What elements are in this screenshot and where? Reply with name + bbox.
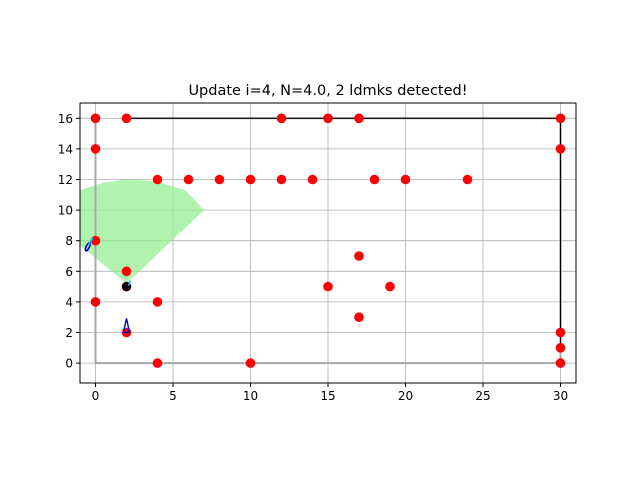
landmark-point [354,251,364,261]
landmark-point [152,174,163,185]
landmark-point [354,312,364,323]
x-tick-label: 10 [243,389,258,403]
landmark-point [307,174,318,185]
landmark-point [90,113,101,124]
sensor-fov-area [80,179,204,284]
y-tick-label: 2 [65,326,73,340]
landmark-point [152,358,163,368]
plot-content [80,113,566,368]
landmark-point [183,174,194,185]
y-tick-label: 14 [58,142,73,156]
x-tick-label: 15 [320,389,335,403]
x-tick-label: 25 [475,389,490,403]
landmark-point [245,174,256,185]
landmark-point [152,297,163,307]
y-tick-label: 4 [65,295,73,309]
robot-heading-mark [127,280,132,286]
y-tick-label: 16 [58,112,73,126]
landmark-point [121,266,132,277]
robot-pose-arrow [122,318,131,334]
landmark-point [276,174,287,185]
landmark-point [385,281,395,292]
landmark-point [400,174,411,185]
y-tick-label: 6 [65,265,73,279]
landmark-point [462,174,473,185]
landmark-point [90,144,101,154]
landmark-point [245,358,256,368]
y-tick-label: 10 [58,204,73,218]
axis-ticks: 0 5 10 15 20 25 30 0 2 4 6 8 10 12 14 16 [58,112,568,403]
x-tick-label: 5 [169,389,177,403]
landmark-point [555,343,566,353]
landmark-point [90,297,101,307]
x-tick-label: 20 [398,389,413,403]
landmark-point [323,281,333,292]
landmark-point [555,358,566,368]
pose-uncertainty-mark [87,237,94,246]
landmark-point [369,174,380,185]
landmark-point [555,113,566,124]
landmark-point [555,144,566,154]
y-tick-label: 12 [58,173,73,187]
landmark-point [276,113,287,124]
landmark-point [354,113,364,124]
landmark-point [214,174,225,185]
x-tick-label: 30 [553,389,568,403]
landmark-point [121,113,132,124]
landmark-point [323,113,333,124]
y-tick-label: 0 [65,357,73,371]
plot-area: 0 5 10 15 20 25 30 0 2 4 6 8 10 12 14 16 [58,102,577,403]
landmark-point [555,327,566,338]
y-tick-label: 8 [65,234,73,248]
x-tick-label: 0 [92,389,100,403]
chart-title: Update i=4, N=4.0, 2 ldmks detected! [188,83,467,99]
